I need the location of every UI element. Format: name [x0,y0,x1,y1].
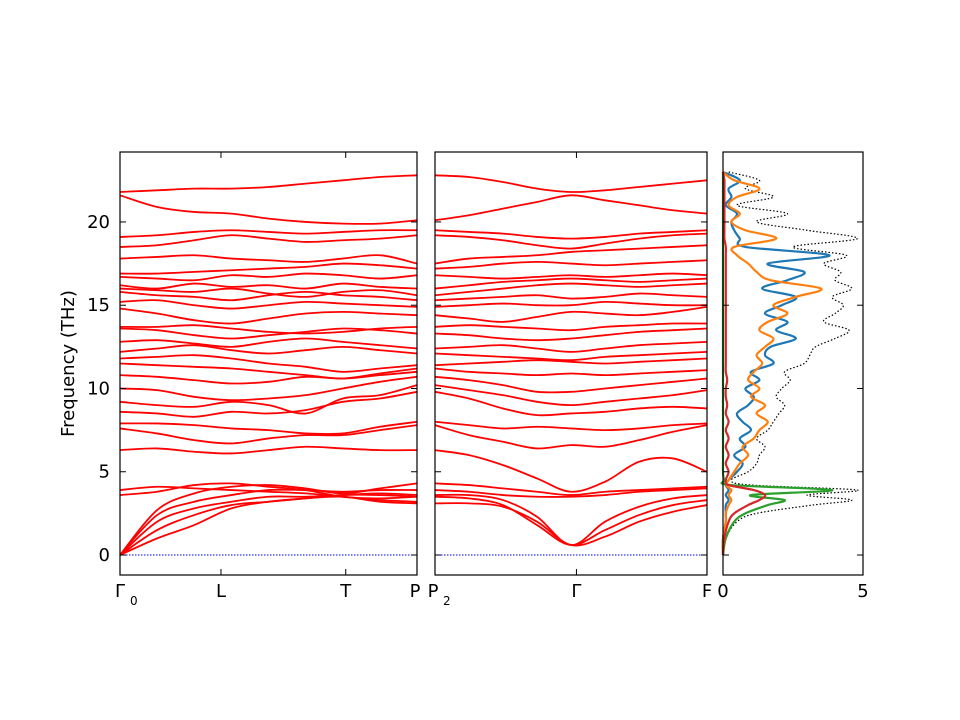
phonon-band-12 [119,375,418,402]
phonon-band-1 [119,493,418,556]
phonon-band-16 [434,322,708,332]
phonon-band-26 [434,229,708,240]
phonon-band-12 [434,357,708,367]
y-tick-label: 0 [99,545,110,566]
phonon-band-17 [119,337,418,350]
phonon-band-10 [434,375,708,394]
phonon-band-6 [434,424,708,450]
phonon-band-28 [434,174,708,193]
phonon-band-10 [119,390,418,418]
phonon-band-18 [434,300,708,308]
phonon-band-19 [434,292,708,302]
axes-frame [434,151,708,576]
phonon-band-25 [434,232,708,250]
x-tick-label: P [428,581,439,602]
phonon-band-2 [119,492,418,556]
x-tick-label: 5 [857,581,868,602]
y-tick-label: 15 [87,295,110,316]
phonon-band-26 [119,262,418,275]
phonon-band-7 [119,445,418,455]
phonon-band-15 [119,354,418,373]
phonon-band-19 [119,324,418,335]
x-tick-subscript: 0 [130,594,138,608]
phonon-band-17 [434,305,708,323]
phonon-band-11 [434,367,708,377]
x-tick-label: Γ [115,581,125,602]
x-tick-label: Γ [571,581,581,602]
phonon-band-25 [119,272,418,282]
phonon-band-20 [434,282,708,297]
phonon-band-13 [434,350,708,362]
phonon-band-8 [434,390,708,417]
phonon-band-22 [119,290,418,302]
phonon-band-9 [119,420,418,435]
phonon-band-5 [119,482,418,500]
phonon-band-2 [434,493,708,546]
phonon-band-30 [119,194,418,225]
y-tick-label: 10 [87,378,110,399]
x-tick-label: P [410,581,421,602]
y-axis-label: Frequency (THz) [58,290,79,437]
phonon-band-29 [119,229,418,238]
band-structure-left-panel: Γ 0 L T P 0 5 10 15 20 [87,151,421,608]
phonon-band-8 [119,424,418,445]
axes-frame [722,151,864,576]
x-tick-label: F [702,581,712,602]
y-tick-label: 5 [99,462,110,483]
phonon-band-23 [119,287,418,298]
phonon-band-13 [119,367,418,385]
phonon-band-4 [119,482,418,556]
x-tick-label: 0 [717,581,728,602]
phonon-band-3 [434,487,708,498]
phonon-band-31 [119,174,418,193]
phonon-band-14 [434,340,708,353]
phonon-band-21 [119,299,418,310]
x-tick-label: L [216,581,226,602]
x-tick-label: T [339,581,352,602]
phonon-band-15 [434,327,708,342]
phonon-band-5 [434,449,708,493]
phonon-band-27 [119,254,418,265]
phonon-band-4 [434,482,708,496]
axes-frame [119,151,418,576]
phonon-band-11 [119,384,418,415]
dos-series-4 [721,171,767,556]
phonon-band-16 [119,344,418,355]
phonon-band-20 [119,307,418,325]
phonon-band-21 [434,277,708,290]
x-tick-subscript: 2 [443,594,451,608]
y-tick-label: 20 [87,212,110,233]
phonon-band-22 [434,272,708,280]
phonon-band-9 [434,384,708,407]
phonon-band-6 [119,485,418,503]
phonon-band-24 [434,244,708,265]
phonon-band-28 [119,234,418,248]
phonon-band-7 [434,420,708,432]
phonon-band-23 [434,259,708,270]
phonon-band-14 [119,362,418,380]
phonon-band-27 [434,194,708,222]
dos-series-2 [721,171,823,556]
phonon-band-24 [119,282,418,290]
